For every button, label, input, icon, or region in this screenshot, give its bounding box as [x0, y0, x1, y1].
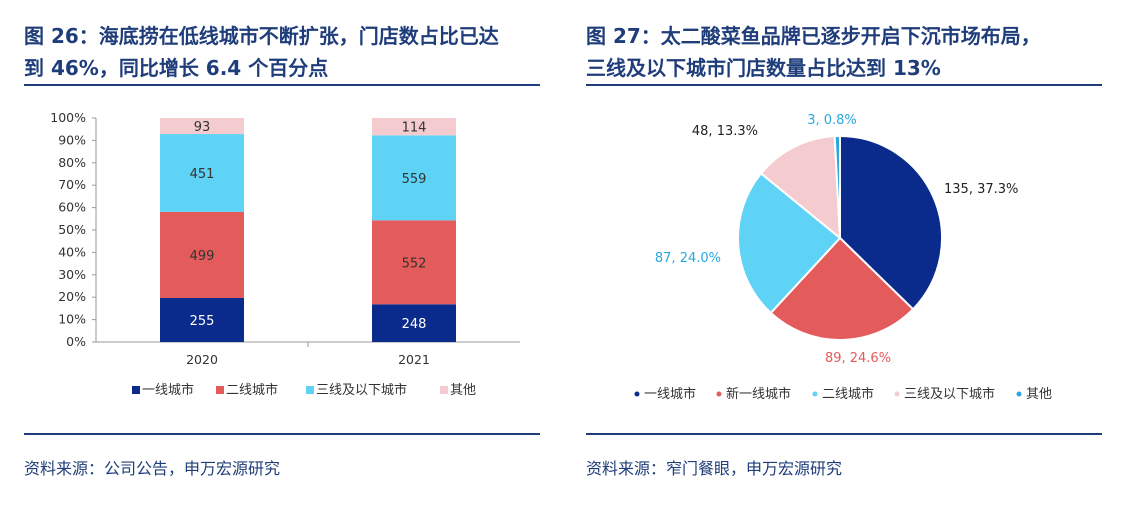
y-tick-label: 30% — [58, 267, 86, 282]
legend-label: 新一线城市 — [726, 386, 791, 402]
x-tick-label: 2021 — [398, 352, 430, 367]
legend-label: 三线及以下城市 — [316, 382, 407, 398]
bar-segment — [372, 220, 456, 305]
bar-segment — [372, 135, 456, 221]
y-tick-label: 70% — [58, 177, 86, 192]
bar-data-label: 552 — [402, 256, 427, 271]
legend-marker — [1016, 391, 1022, 397]
bar-segment — [160, 134, 244, 212]
legend-label: 其他 — [450, 383, 476, 398]
legend-swatch — [440, 386, 448, 394]
pie-slice — [833, 134, 841, 239]
pie-data-label: 89, 24.6% — [825, 351, 891, 366]
pie-data-label: 135, 37.3% — [944, 182, 1018, 197]
legend-label: 一线城市 — [142, 382, 194, 398]
y-tick-label: 50% — [58, 222, 86, 237]
pie-data-label: 3, 0.8% — [807, 113, 857, 128]
bar-segment — [372, 304, 456, 342]
y-tick-label: 80% — [58, 155, 86, 170]
figure-27-bottom-rule — [586, 433, 1102, 435]
figure-26-source: 资料来源：公司公告，申万宏源研究 — [24, 459, 281, 478]
bar-data-label: 451 — [190, 167, 215, 182]
y-tick-label: 0% — [66, 334, 86, 349]
legend-swatch — [216, 386, 224, 394]
pie-chart: 135, 37.3% 89, 24.6% 87, 24.0% 48, 13.3% 3, … — [634, 113, 1052, 402]
y-tick-label: 40% — [58, 244, 86, 259]
legend-label: 二线城市 — [822, 386, 874, 402]
legend-marker — [634, 391, 640, 397]
legend-marker — [812, 391, 818, 397]
legend-marker — [894, 391, 900, 397]
bar-segment — [372, 118, 456, 136]
bar-segment — [160, 297, 244, 342]
figure-27-source: 资料来源：窄门餐眼，申万宏源研究 — [586, 459, 843, 478]
bar-data-label: 114 — [402, 121, 427, 136]
legend-label: 三线及以下城市 — [904, 386, 995, 402]
legend-marker — [716, 391, 722, 397]
pie-slice — [759, 135, 842, 241]
figure-26-title: 图 26：海底捞在低线城市不断扩张，门店数占比已达 到 46%，同比增长 6.4… — [24, 20, 540, 84]
figure-26-panel: 图 26：海底捞在低线城市不断扩张，门店数占比已达 到 46%，同比增长 6.4… — [24, 0, 540, 507]
legend-label: 二线城市 — [226, 382, 278, 398]
y-tick-label: 20% — [58, 289, 86, 304]
legend-swatch — [306, 386, 314, 394]
figure-26-bottom-rule — [24, 433, 540, 435]
figure-26-title-line2: 到 46%，同比增长 6.4 个百分点 — [24, 56, 329, 80]
figure-26-top-rule — [24, 84, 540, 86]
y-tick-label: 60% — [58, 200, 86, 215]
figure-27-panel: 图 27：太二酸菜鱼品牌已逐步开启下沉市场布局， 三线及以下城市门店数量占比达到… — [586, 0, 1102, 507]
pie-data-label: 87, 24.0% — [655, 251, 721, 266]
bar-data-label: 559 — [402, 172, 427, 187]
figure-26-title-line1: 图 26：海底捞在低线城市不断扩张，门店数占比已达 — [24, 24, 499, 48]
stacked-bar-chart: 0% 10% 20% 30% 40% 50% 60% 70% 80% 90% 100% 255 499 4… — [50, 110, 520, 398]
figure-27-title: 图 27：太二酸菜鱼品牌已逐步开启下沉市场布局， 三线及以下城市门店数量占比达到… — [586, 20, 1102, 84]
bar-segment — [160, 211, 244, 298]
legend-swatch — [132, 386, 140, 394]
y-tick-label: 10% — [58, 312, 86, 327]
y-tick-label: 100% — [50, 110, 86, 125]
bar-data-label: 248 — [402, 317, 427, 332]
pie-slice — [839, 134, 943, 311]
y-tick-label: 90% — [58, 132, 86, 147]
legend-label: 一线城市 — [644, 386, 696, 402]
bar-segment — [160, 118, 244, 135]
pie-slice — [769, 236, 915, 341]
bar-data-label: 499 — [190, 249, 215, 264]
figure-27-title-line1: 图 27：太二酸菜鱼品牌已逐步开启下沉市场布局， — [586, 24, 1041, 48]
pie-slice — [737, 172, 842, 315]
pie-data-label: 48, 13.3% — [692, 124, 758, 139]
legend-label: 其他 — [1026, 387, 1052, 402]
bar-data-label: 93 — [194, 120, 211, 135]
figure-27-top-rule — [586, 84, 1102, 86]
x-tick-label: 2020 — [186, 352, 218, 367]
bar-data-label: 255 — [190, 314, 215, 329]
figure-27-title-line2: 三线及以下城市门店数量占比达到 13% — [586, 56, 941, 80]
